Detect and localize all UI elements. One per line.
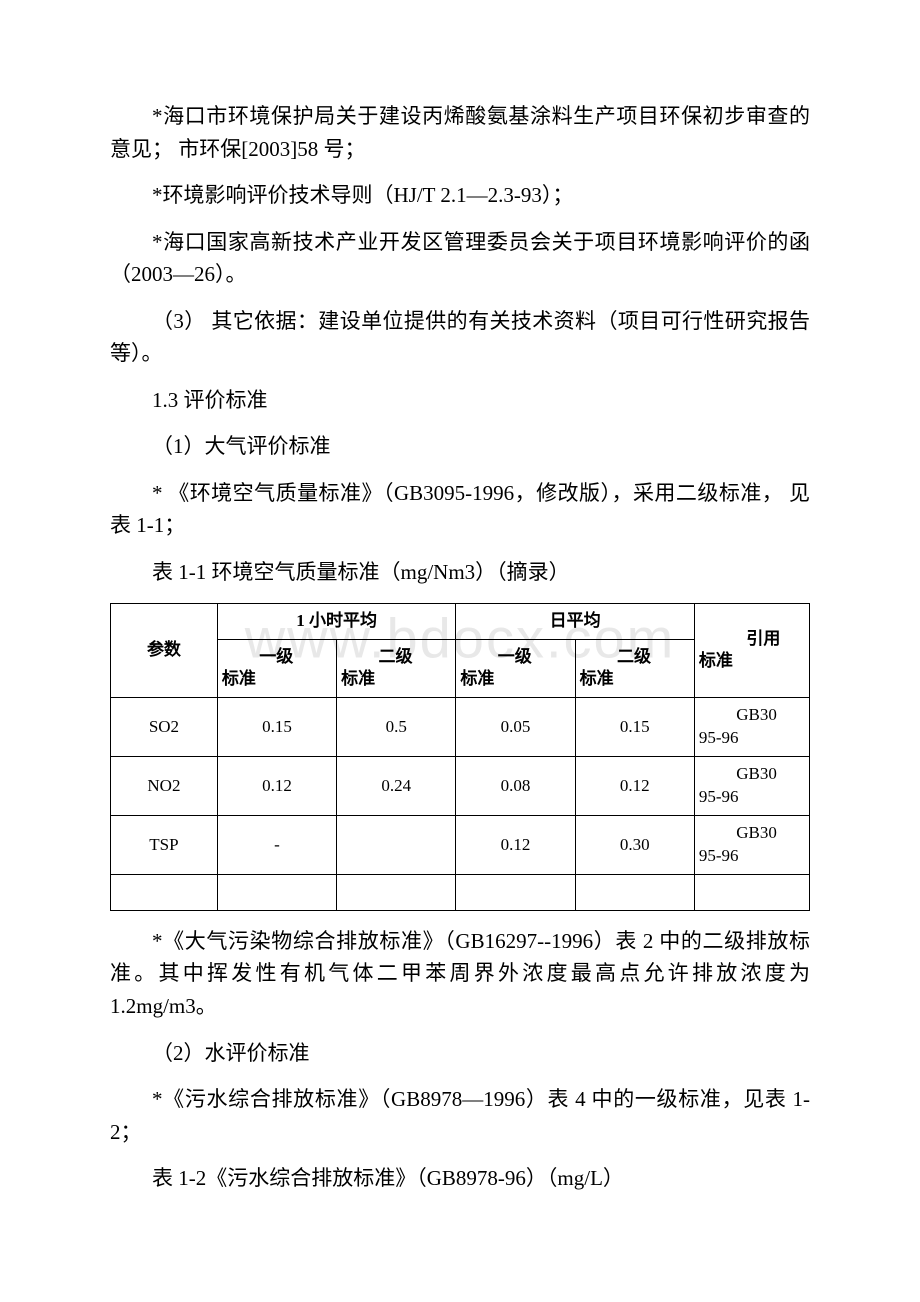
level-pre: 一级 [222, 646, 332, 669]
cell-empty [337, 875, 456, 911]
cell-ref: GB30 95-96 [694, 816, 809, 875]
cell-value: 0.5 [337, 698, 456, 757]
col-header-day: 日平均 [456, 603, 694, 639]
cell-empty [217, 875, 336, 911]
ref-line: GB30 [699, 822, 805, 845]
col-header-hour: 1 小时平均 [217, 603, 455, 639]
cell-value: 0.12 [575, 757, 694, 816]
level-pre: 二级 [341, 646, 451, 669]
col-header-param: 参数 [111, 603, 218, 698]
level-pre: 二级 [580, 646, 690, 669]
paragraph: *海口市环境保护局关于建设丙烯酸氨基涂料生产项目环保初步审查的意见； 市环保[2… [110, 100, 810, 165]
paragraph: *环境影响评价技术导则（HJ/T 2.1—2.3-93）； [110, 179, 810, 212]
paragraph: （1）大气评价标准 [110, 430, 810, 463]
table-row-empty [111, 875, 810, 911]
cell-ref: GB30 95-96 [694, 698, 809, 757]
cell-param: TSP [111, 816, 218, 875]
cell-value: 0.08 [456, 757, 575, 816]
level-pre: 一级 [460, 646, 570, 669]
cell-value: 0.12 [217, 757, 336, 816]
table-caption: 表 1-1 环境空气质量标准（mg/Nm3）（摘录） [110, 556, 810, 589]
cell-param: SO2 [111, 698, 218, 757]
paragraph: *海口国家高新技术产业开发区管理委员会关于项目环境影响评价的函（2003—26）… [110, 226, 810, 291]
col-header-h2: 二级 标准 [337, 639, 456, 698]
ref-line: GB30 [699, 763, 805, 786]
level-post: 标准 [580, 668, 690, 691]
cell-value: - [217, 816, 336, 875]
document-body: *海口市环境保护局关于建设丙烯酸氨基涂料生产项目环保初步审查的意见； 市环保[2… [110, 100, 810, 1195]
air-quality-table: 参数 1 小时平均 日平均 引用 标准 一级 标准 二级 标准 一级 [110, 603, 810, 911]
table-row: TSP - 0.12 0.30 GB30 95-96 [111, 816, 810, 875]
ref-line: GB30 [699, 704, 805, 727]
col-header-d2: 二级 标准 [575, 639, 694, 698]
table-row: SO2 0.15 0.5 0.05 0.15 GB30 95-96 [111, 698, 810, 757]
section-heading: 1.3 评价标准 [110, 384, 810, 417]
cell-value: 0.05 [456, 698, 575, 757]
cell-value: 0.12 [456, 816, 575, 875]
ref-line: 95-96 [699, 786, 805, 809]
cell-value: 0.15 [575, 698, 694, 757]
table-caption: 表 1-2《污水综合排放标准》（GB8978-96）（mg/L） [110, 1162, 810, 1195]
level-post: 标准 [222, 668, 332, 691]
ref-label-top: 引用 [699, 628, 805, 651]
col-header-d1: 一级 标准 [456, 639, 575, 698]
cell-value: 0.30 [575, 816, 694, 875]
cell-empty [111, 875, 218, 911]
level-post: 标准 [341, 668, 451, 691]
table-row: NO2 0.12 0.24 0.08 0.12 GB30 95-96 [111, 757, 810, 816]
cell-value: 0.15 [217, 698, 336, 757]
level-post: 标准 [460, 668, 570, 691]
paragraph: *《大气污染物综合排放标准》（GB16297--1996）表 2 中的二级排放标… [110, 925, 810, 1023]
col-header-h1: 一级 标准 [217, 639, 336, 698]
ref-line: 95-96 [699, 727, 805, 750]
table-header-row: 参数 1 小时平均 日平均 引用 标准 [111, 603, 810, 639]
cell-value: 0.24 [337, 757, 456, 816]
col-header-ref: 引用 标准 [694, 603, 809, 698]
cell-ref: GB30 95-96 [694, 757, 809, 816]
ref-label-bottom: 标准 [699, 650, 805, 673]
cell-empty [694, 875, 809, 911]
cell-value [337, 816, 456, 875]
paragraph: （3） 其它依据：建设单位提供的有关技术资料（项目可行性研究报告等）。 [110, 305, 810, 370]
ref-line: 95-96 [699, 845, 805, 868]
cell-empty [456, 875, 575, 911]
cell-param: NO2 [111, 757, 218, 816]
paragraph: *《污水综合排放标准》（GB8978—1996）表 4 中的一级标准，见表 1-… [110, 1083, 810, 1148]
cell-empty [575, 875, 694, 911]
paragraph: （2）水评价标准 [110, 1037, 810, 1070]
paragraph: * 《环境空气质量标准》（GB3095-1996，修改版），采用二级标准， 见表… [110, 477, 810, 542]
